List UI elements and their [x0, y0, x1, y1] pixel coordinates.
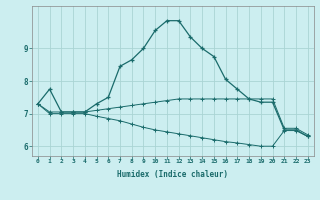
X-axis label: Humidex (Indice chaleur): Humidex (Indice chaleur) [117, 170, 228, 179]
